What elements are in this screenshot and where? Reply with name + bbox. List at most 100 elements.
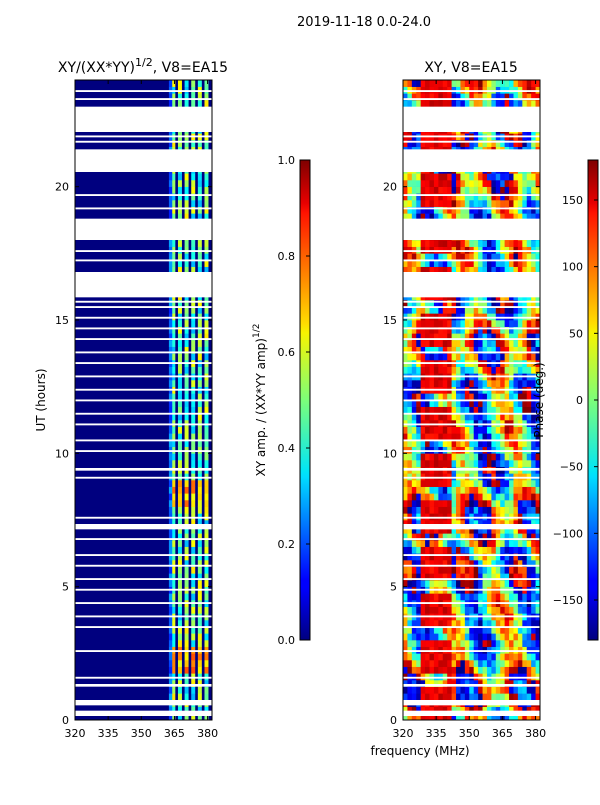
phase-cell <box>460 606 466 614</box>
phase-cell <box>535 320 541 327</box>
phase-cell <box>486 180 492 187</box>
phase-cell <box>447 393 452 401</box>
amplitude-cell <box>184 546 189 554</box>
phase-cell <box>451 380 457 387</box>
amplitude-cell <box>171 200 176 207</box>
amplitude-cell <box>168 240 173 247</box>
phase-cell <box>486 693 492 701</box>
amplitude-cell <box>171 440 176 447</box>
amplitude-cell <box>168 433 173 441</box>
phase-cell <box>416 553 421 561</box>
phase-cell <box>464 320 470 327</box>
phase-cell <box>486 686 492 694</box>
phase-cell <box>522 406 528 414</box>
phase-cell <box>429 693 435 701</box>
phase-cell <box>403 493 408 501</box>
amplitude-cell <box>191 380 196 387</box>
phase-cell <box>491 546 497 554</box>
phase-cell <box>491 326 497 334</box>
amplitude-cell <box>191 626 196 634</box>
phase-cell <box>478 260 483 267</box>
phase-cell <box>442 706 448 714</box>
amplitude-cell <box>171 400 176 407</box>
phase-cell <box>403 366 408 374</box>
amplitude-cell <box>177 180 182 187</box>
phase-cell <box>447 546 452 554</box>
phase-cell <box>451 306 457 314</box>
amplitude-cell <box>168 546 173 554</box>
data-gap-band <box>403 351 540 354</box>
phase-cell <box>407 580 413 587</box>
phase-cell <box>531 406 536 414</box>
phase-cell <box>456 533 461 541</box>
phase-cell <box>425 460 430 467</box>
phase-cell <box>420 413 426 421</box>
phase-cell <box>447 680 452 687</box>
amplitude-cell <box>204 240 209 247</box>
phase-cell <box>513 540 519 547</box>
phase-cell <box>535 606 541 614</box>
phase-cell <box>478 666 483 674</box>
phase-cell <box>425 266 430 274</box>
phase-cell <box>425 253 430 261</box>
amplitude-cell <box>177 186 182 194</box>
phase-cell <box>456 340 461 347</box>
phase-cell <box>469 526 475 534</box>
amplitude-cell <box>177 380 182 387</box>
phase-cell <box>429 100 435 107</box>
phase-cell <box>420 400 426 407</box>
phase-cell <box>517 553 523 561</box>
phase-cell <box>416 500 421 507</box>
phase-cell <box>464 580 470 587</box>
phase-cell <box>460 706 466 714</box>
phase-cell <box>517 253 523 261</box>
phase-cell <box>517 353 523 361</box>
phase-cell <box>442 240 448 247</box>
phase-cell <box>456 640 461 647</box>
phase-cell <box>451 580 457 587</box>
phase-cell <box>407 346 413 354</box>
data-gap-band <box>403 524 540 530</box>
phase-cell <box>504 200 510 207</box>
amplitude-cell <box>191 200 196 207</box>
data-gap-band <box>403 710 540 716</box>
phase-cell <box>403 640 408 647</box>
phase-cell <box>478 460 483 467</box>
phase-cell <box>482 486 488 494</box>
data-gap-band <box>75 250 212 252</box>
phase-cell <box>460 660 466 667</box>
phase-cell <box>513 493 519 501</box>
phase-cell <box>522 186 528 194</box>
x-tick-label: 335 <box>426 727 447 740</box>
phase-cell <box>429 460 435 467</box>
phase-cell <box>473 606 479 614</box>
phase-cell <box>456 193 461 201</box>
phase-cell <box>447 553 452 561</box>
phase-cell <box>522 713 528 721</box>
phase-cell <box>482 413 488 421</box>
phase-cell <box>451 500 457 507</box>
phase-cell <box>460 333 466 341</box>
phase-cell <box>433 413 439 421</box>
phase-cell <box>513 353 519 361</box>
phase-cell <box>513 640 519 647</box>
amplitude-cell <box>171 653 176 661</box>
phase-cell <box>513 533 519 541</box>
amplitude-cell <box>171 533 176 541</box>
phase-cell <box>531 400 536 407</box>
phase-cell <box>486 100 492 107</box>
phase-cell <box>403 433 408 441</box>
amplitude-cell <box>168 540 173 547</box>
phase-cell <box>411 666 417 674</box>
phase-cell <box>429 580 435 587</box>
phase-cell <box>513 486 519 494</box>
phase-cell <box>478 180 483 187</box>
phase-cell <box>456 526 461 534</box>
phase-cell <box>451 93 457 101</box>
phase-cell <box>491 686 497 694</box>
phase-cell <box>442 406 448 414</box>
phase-cell <box>433 340 439 347</box>
phase-cell <box>433 100 439 107</box>
phase-cell <box>433 580 439 587</box>
phase-cell <box>460 413 466 421</box>
